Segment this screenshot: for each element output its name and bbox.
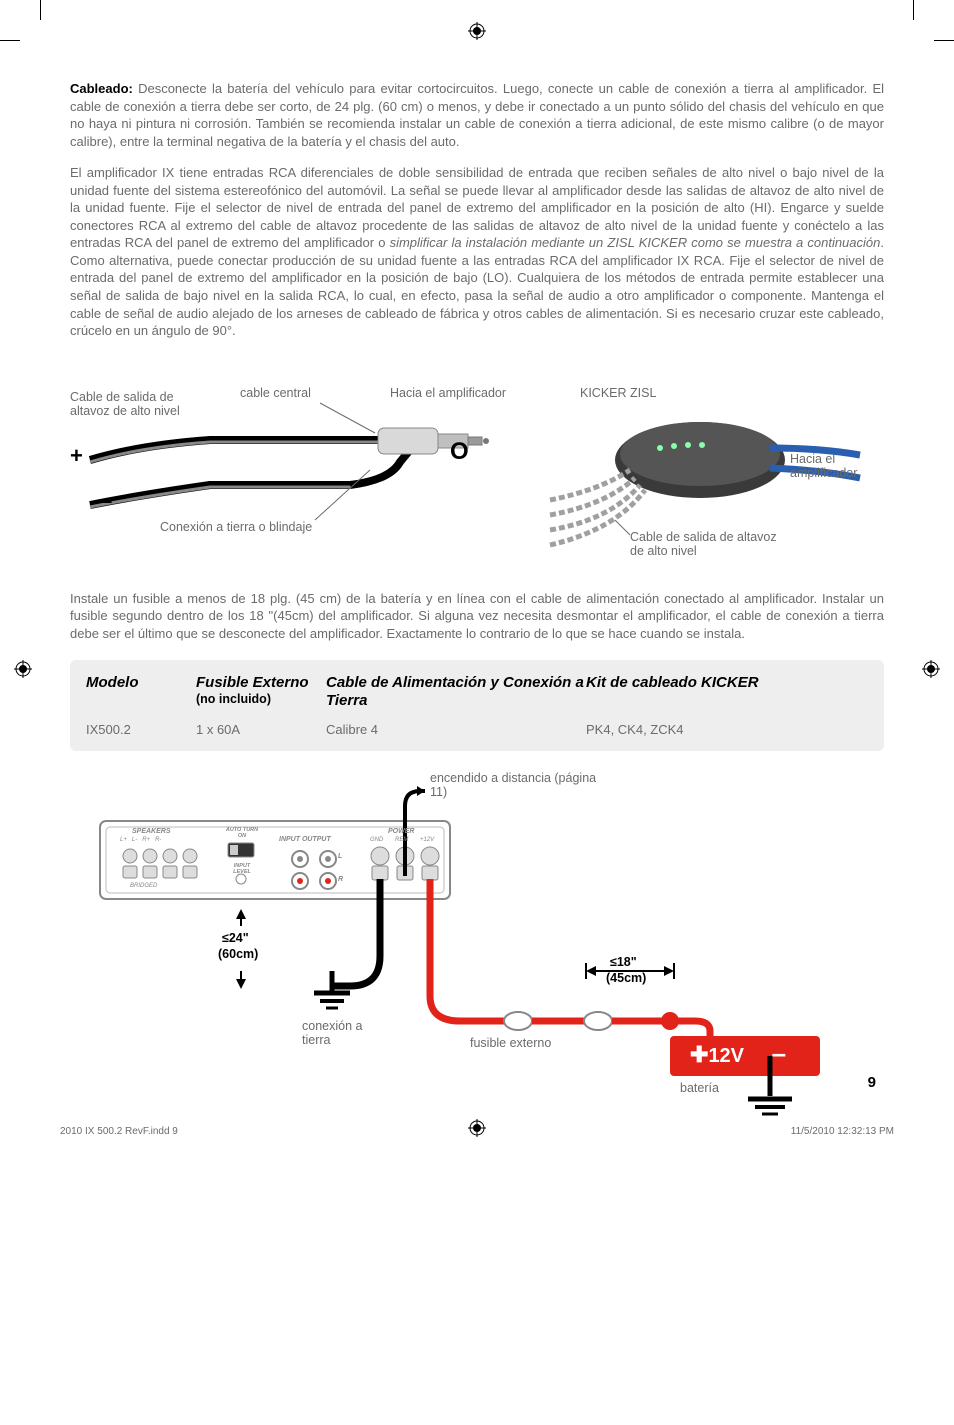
ground-label: conexión a tierra [302,1019,382,1047]
wiring-body: Desconecte la batería del vehículo para … [70,81,884,149]
d18-label: ≤18" [610,955,637,969]
ground-shield-label: Conexión a tierra o blindaje [160,520,312,534]
amp-L-label: L [338,853,342,860]
header-fuse: Fusible Externo [196,674,326,692]
plus-symbol: + [70,443,83,469]
hl-output-label: Cable de salida de altavoz de alto nivel [70,390,190,418]
wiring-lead: Cableado: [70,81,133,96]
wiring-intro-paragraph: Cableado: Desconecte la batería del vehí… [70,80,884,150]
battery-plus-icon: ✚ [690,1042,708,1067]
amp-rminus: R- [155,837,161,843]
rca-wiring-diagram: Cable de salida de altavoz de alto nivel… [70,370,884,570]
zisl-label: KICKER ZISL [580,386,656,400]
header-fuse-sub: (no incluido) [196,692,326,706]
d24cm-label: (60cm) [218,947,258,961]
crop-mark [934,40,954,41]
cell-model: IX500.2 [86,722,196,737]
rca-text-italic: simplificar la instalación mediante un Z… [390,235,881,250]
amp-rem-label: REM [395,837,408,843]
amp-gnd-label: GND [370,837,383,843]
to-amplifier-label: Hacia el amplificador [390,386,506,400]
crop-mark [913,0,914,20]
registration-mark-icon [14,660,32,678]
print-footer: 2010 IX 500.2 RevF.indd 9 11/5/2010 12:3… [60,1126,894,1137]
cell-gauge: Calibre 4 [326,722,586,737]
header-kit: Kit de cableado KICKER [586,674,868,692]
header-model: Modelo [86,674,196,692]
minus-symbol: – [100,488,112,514]
rca-text-b: . Como alternativa, puede conectar produ… [70,235,884,338]
power-wiring-diagram: encendido a distancia (página 11) ≤24" (… [70,761,884,1121]
d24-label: ≤24" [222,931,249,945]
hl-output-label-2: Cable de salida de altavoz de alto nivel [630,530,780,558]
spec-header-row: Modelo Fusible Externo (no incluido) Cab… [86,674,868,710]
external-fuse-label: fusible externo [470,1036,551,1050]
amp-lminus: L- [132,837,137,843]
amp-speakers-label: SPEAKERS [132,828,171,835]
registration-mark-icon [468,22,486,40]
cell-kit: PK4, CK4, ZCK4 [586,722,868,737]
amp-auto-label: AUTO TURN ON [225,828,259,839]
d18cm-label: (45cm) [606,971,646,985]
amp-level-label: INPUT LEVEL [226,864,258,875]
or-label: O [450,438,469,466]
page-number: 9 [868,1074,876,1091]
amp-io-label: INPUT OUTPUT [279,836,331,843]
remote-turnon-label: encendido a distancia (página 11) [430,771,610,799]
fuse-paragraph: Instale un fusible a menos de 18 plg. (4… [70,590,884,643]
footer-file: 2010 IX 500.2 RevF.indd 9 [60,1126,178,1137]
spec-data-row: IX500.2 1 x 60A Calibre 4 PK4, CK4, ZCK4 [86,722,868,745]
battery-minus-icon: – [772,1038,786,1068]
crop-mark [40,0,41,20]
header-power: Cable de Alimentación y Conexión a Tierr… [326,674,586,710]
amp-lplus: L+ [120,837,127,843]
center-cable-label: cable central [240,386,311,400]
amp-bridged-label: BRIDGED [130,883,157,889]
battery-12v-label: 12V [708,1045,744,1067]
amp-R-label: R [338,876,343,883]
crop-mark [0,40,20,41]
amp-12v-label: +12V [420,837,434,843]
amp-rplus: R+ [142,837,150,843]
to-amplifier-label-2: Hacia el amplificador [790,452,880,480]
battery-label: batería [680,1081,719,1095]
cell-fuse: 1 x 60A [196,722,326,737]
rca-paragraph: El amplificador IX tiene entradas RCA di… [70,164,884,339]
amp-power-label: POWER [388,828,414,835]
spec-table: Modelo Fusible Externo (no incluido) Cab… [70,660,884,751]
registration-mark-icon [922,660,940,678]
footer-timestamp: 11/5/2010 12:32:13 PM [791,1126,894,1137]
